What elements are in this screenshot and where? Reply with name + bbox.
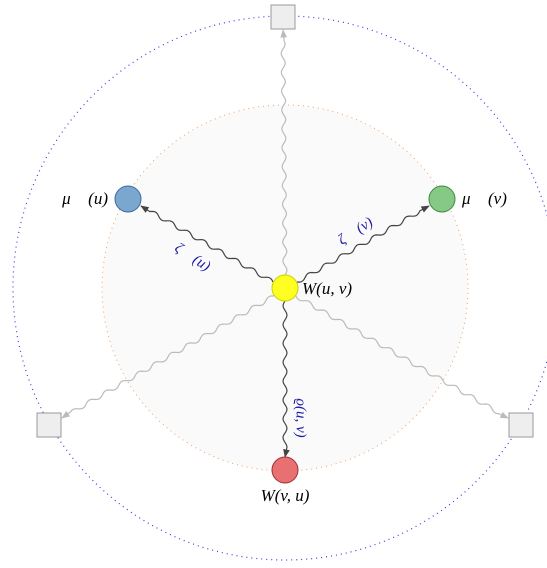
node-mu-u: [114, 185, 142, 213]
placeholder-node: [508, 412, 534, 438]
edges: [61, 29, 509, 458]
node-label: W(u, v): [302, 279, 352, 298]
edge: [282, 300, 290, 458]
node-mu-v: [428, 185, 456, 213]
node-label: W(v, u): [261, 486, 310, 505]
placeholder-node: [36, 412, 62, 438]
edge: [140, 205, 274, 283]
placeholder-node: [270, 4, 296, 30]
edge: [295, 295, 509, 419]
edge-label: ϱ(u, v): [293, 398, 309, 437]
edge: [296, 205, 430, 283]
node-label: μ⃗ (u): [61, 189, 108, 208]
node-label: μ⃖ (v): [461, 189, 507, 208]
node-w-uv: [271, 274, 299, 302]
edge: [280, 29, 288, 276]
node-w-vu: [271, 456, 299, 484]
edge: [61, 295, 275, 419]
